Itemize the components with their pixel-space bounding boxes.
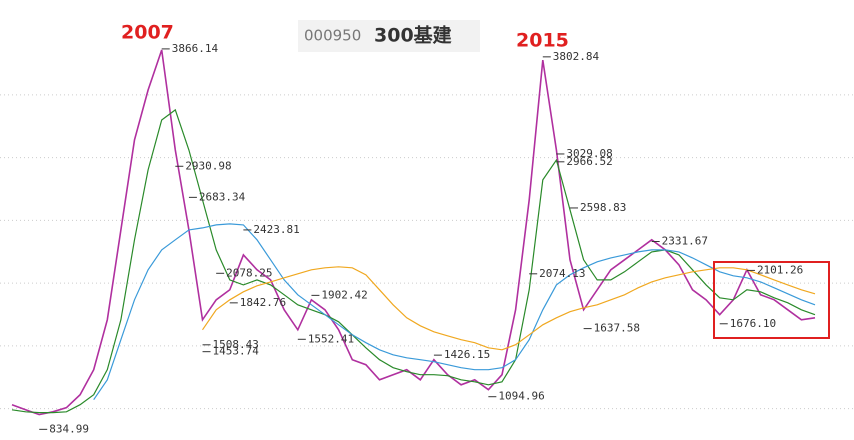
price-label: 2074.13 xyxy=(539,267,585,280)
price-label: 3029.08 xyxy=(566,147,612,160)
stock-code: 000950 xyxy=(304,27,361,45)
price-label: 1552.41 xyxy=(308,332,354,345)
series-line xyxy=(11,108,816,414)
price-label: 1637.58 xyxy=(594,322,640,335)
price-label: 2078.25 xyxy=(226,266,272,279)
year-annotation: 2007 xyxy=(121,22,174,44)
series-line xyxy=(11,49,816,416)
price-label: 2598.83 xyxy=(580,201,626,214)
price-label: 1094.96 xyxy=(498,390,544,403)
price-label: 3802.84 xyxy=(553,50,600,63)
price-label: 1508.43 xyxy=(213,338,259,351)
price-label: 2101.26 xyxy=(757,263,803,276)
price-label: 1676.10 xyxy=(730,317,776,330)
price-label: 2930.98 xyxy=(185,159,231,172)
price-label: 2423.81 xyxy=(253,223,299,236)
price-label: 834.99 xyxy=(49,422,89,435)
price-label: 1426.15 xyxy=(444,348,490,361)
price-label: 2683.34 xyxy=(199,190,246,203)
title-box xyxy=(298,20,480,52)
series-line xyxy=(202,266,816,351)
price-label: 1453.74 xyxy=(213,345,260,358)
price-label: 1902.42 xyxy=(321,288,367,301)
price-label: 1842.76 xyxy=(240,296,286,309)
price-label: 2331.67 xyxy=(662,234,708,247)
series-line xyxy=(93,223,816,401)
price-label: 3866.14 xyxy=(172,42,219,55)
chart-title: 300基建 xyxy=(374,24,452,47)
year-annotation: 2015 xyxy=(516,30,569,52)
highlight-box xyxy=(713,261,830,339)
price-label: 2966.52 xyxy=(566,155,612,168)
